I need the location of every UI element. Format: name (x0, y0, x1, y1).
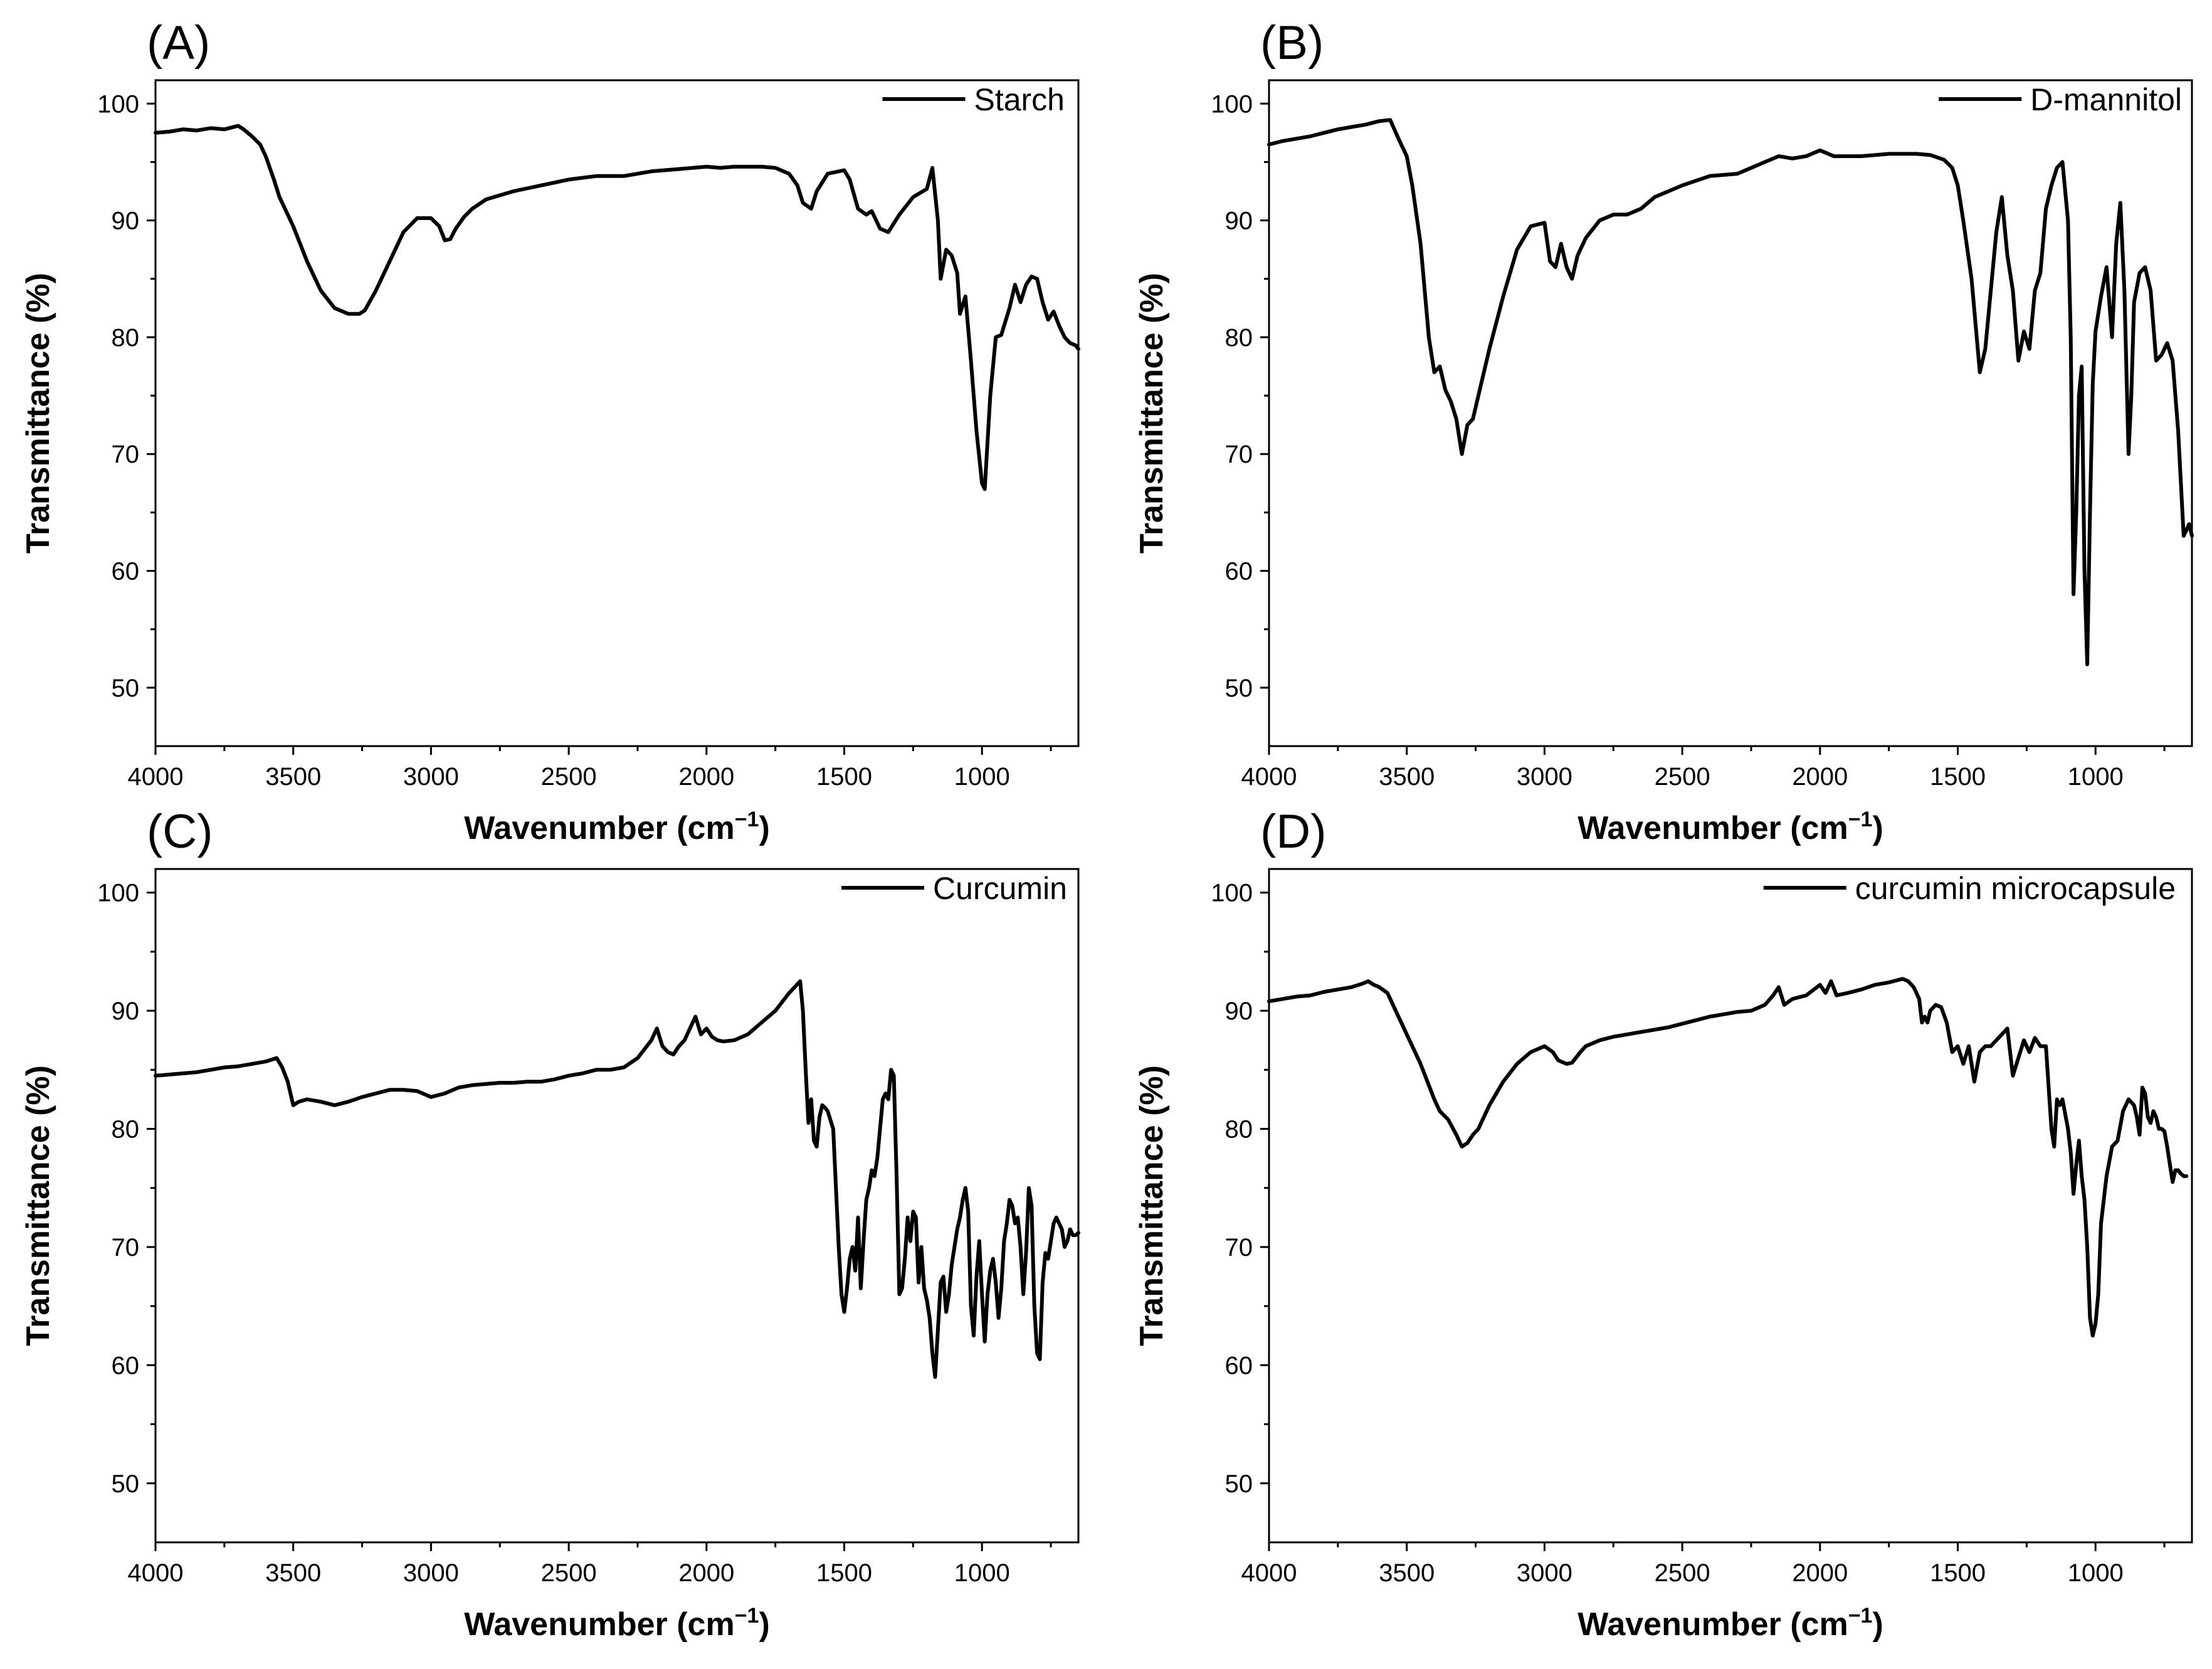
y-tick-label: 70 (1225, 441, 1253, 468)
y-tick-label: 70 (112, 441, 140, 468)
x-axis-title-main: Wavenumber (cm (1577, 1606, 1848, 1643)
x-tick-label: 1500 (1930, 763, 1986, 791)
x-axis-title-main: Wavenumber (cm (1577, 810, 1848, 846)
legend-label: Curcumin (933, 871, 1067, 906)
y-tick-label: 60 (112, 558, 140, 586)
x-axis-title-end: ) (759, 1606, 769, 1643)
plot-frame (1268, 868, 2193, 1544)
legend-label: D-mannitol (2030, 82, 2182, 117)
y-axis-title: Transmittance (%) (20, 1065, 56, 1346)
plot-frame (1268, 79, 2193, 747)
x-tick-label: 2500 (1655, 1559, 1710, 1587)
x-tick-label: 1000 (2068, 763, 2124, 791)
y-tick-label: 80 (112, 324, 140, 352)
y-tick-label: 90 (112, 998, 140, 1025)
x-tick-label: 2000 (1792, 763, 1848, 791)
x-tick-label: 4000 (128, 1559, 184, 1587)
y-tick-label: 90 (1225, 208, 1253, 235)
legend-label: Starch (974, 82, 1065, 117)
x-tick-label: 1500 (1930, 1559, 1986, 1587)
panel-label: (A) (147, 16, 210, 70)
x-tick-label: 2000 (678, 1559, 734, 1587)
x-axis-title-superscript: −1 (1848, 808, 1873, 831)
x-tick-label: 1000 (954, 763, 1010, 791)
y-tick-label: 80 (112, 1116, 140, 1144)
x-tick-label: 3500 (1379, 763, 1435, 791)
x-tick-label: 2500 (1655, 763, 1710, 791)
chart-panel-4: 4000 3500 3000 2500 2000 1500 1000 50 60 70 80 90 10… (1134, 805, 2193, 1643)
y-tick-label: 70 (112, 1234, 140, 1261)
series-line-d-mannitol (1267, 118, 2194, 666)
y-tick-label: 50 (1225, 675, 1253, 702)
series-line-curcumin-microcapsule (1267, 977, 2189, 1338)
x-tick-label: 1000 (2068, 1559, 2124, 1587)
y-tick-label: 100 (1211, 90, 1253, 118)
x-tick-label: 3000 (1517, 1559, 1572, 1587)
x-axis-title-superscript: −1 (1848, 1604, 1873, 1628)
x-tick-label: 1000 (954, 1559, 1010, 1587)
x-axis-title: Wavenumber (cm−1) (464, 1604, 770, 1643)
x-tick-label: 1500 (816, 1559, 872, 1587)
x-tick-label: 2500 (541, 1559, 597, 1587)
x-axis-title: Wavenumber (cm−1) (1577, 808, 1883, 846)
x-axis-title-end: ) (1872, 810, 1883, 846)
x-tick-label: 3500 (265, 763, 321, 791)
x-axis-title-main: Wavenumber (cm (464, 810, 735, 846)
y-axis-title: Transmittance (%) (1134, 1065, 1170, 1346)
x-tick-label: 3000 (403, 763, 459, 791)
y-tick-label: 90 (112, 208, 140, 235)
x-tick-label: 4000 (1241, 1559, 1297, 1587)
y-tick-label: 60 (1225, 1352, 1253, 1379)
series-line-curcumin (154, 979, 1080, 1379)
y-tick-label: 50 (112, 1470, 140, 1498)
x-tick-label: 4000 (128, 763, 184, 791)
y-axis-title: Transmittance (%) (1134, 273, 1170, 554)
x-tick-label: 3000 (1517, 763, 1572, 791)
x-axis-title-main: Wavenumber (cm (464, 1606, 735, 1643)
x-tick-label: 3000 (403, 1559, 459, 1587)
plot-frame (154, 868, 1080, 1544)
x-tick-label: 4000 (1241, 763, 1297, 791)
series-line-starch (154, 124, 1080, 492)
x-axis-title-end: ) (759, 810, 769, 846)
y-tick-label: 60 (1225, 558, 1253, 586)
chart-panel-2: 4000 3500 3000 2500 2000 1500 1000 50 60 70 80 90 10… (1134, 16, 2194, 846)
plot-frame (154, 79, 1080, 747)
x-axis-title-superscript: −1 (735, 808, 759, 831)
y-tick-label: 100 (97, 880, 139, 907)
x-axis-title: Wavenumber (cm−1) (1577, 1604, 1883, 1643)
x-tick-label: 2000 (678, 763, 734, 791)
y-tick-label: 100 (97, 90, 139, 118)
panel-label: (D) (1260, 805, 1327, 858)
y-tick-label: 100 (1211, 880, 1253, 907)
x-tick-label: 1500 (816, 763, 872, 791)
y-tick-label: 90 (1225, 998, 1253, 1025)
x-axis-title: Wavenumber (cm−1) (464, 808, 770, 846)
x-tick-label: 3500 (1379, 1559, 1435, 1587)
y-tick-label: 80 (1225, 324, 1253, 352)
x-axis-title-superscript: −1 (735, 1604, 759, 1628)
legend-label: curcumin microcapsule (1855, 871, 2176, 906)
y-tick-label: 80 (1225, 1116, 1253, 1144)
x-axis-title-end: ) (1872, 1606, 1883, 1643)
chart-panel-3: 4000 3500 3000 2500 2000 1500 1000 50 60 70 80 90 10… (20, 805, 1080, 1643)
y-tick-label: 70 (1225, 1234, 1253, 1261)
chart-panel-1: 4000 3500 3000 2500 2000 1500 1000 50 60 70 80 90 10… (20, 16, 1080, 846)
panel-label: (B) (1260, 16, 1324, 70)
y-tick-label: 50 (1225, 1470, 1253, 1498)
x-tick-label: 2500 (541, 763, 597, 791)
x-tick-label: 3500 (265, 1559, 321, 1587)
x-tick-label: 2000 (1792, 1559, 1848, 1587)
y-tick-label: 50 (112, 675, 140, 702)
y-tick-label: 60 (112, 1352, 140, 1379)
y-axis-title: Transmittance (%) (20, 273, 56, 554)
panel-label: (C) (147, 805, 213, 858)
